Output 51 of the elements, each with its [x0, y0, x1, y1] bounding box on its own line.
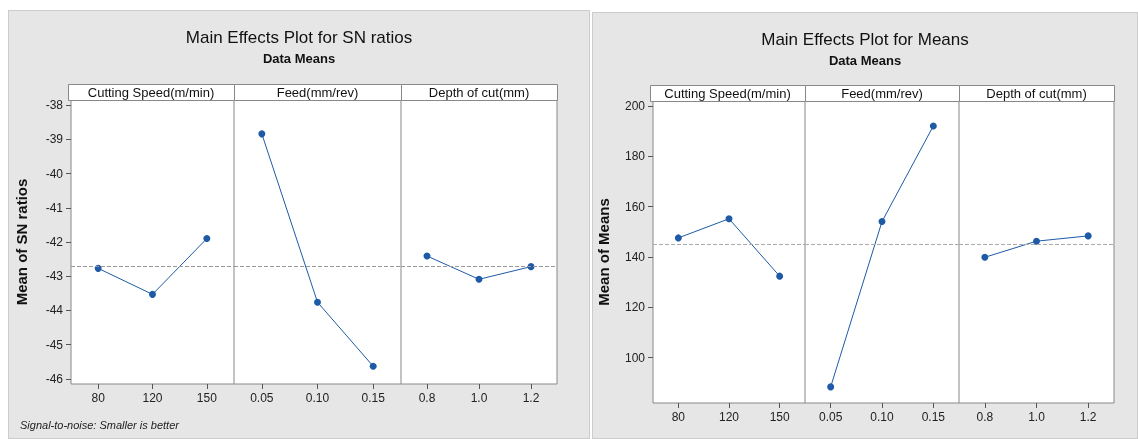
x-tick-label: 1.2 — [1079, 410, 1097, 424]
x-tick-label: 120 — [718, 410, 740, 424]
x-axis-title: Cutting Speed(m/min) — [87, 84, 215, 100]
x-tick-label: 80 — [91, 391, 106, 405]
x-tick-label: 0.8 — [976, 410, 994, 424]
x-tick-label: 0.15 — [361, 391, 386, 405]
x-tick-label: 0.10 — [870, 410, 894, 424]
x-tick-label: 0.05 — [250, 391, 274, 405]
y-tick-label: -40 — [45, 166, 64, 181]
y-axis-title: Mean of Means — [595, 198, 612, 306]
y-axis-title: Mean of SN ratios — [13, 178, 30, 306]
point — [776, 272, 784, 280]
text: Main Effects Plot for Means — [760, 30, 970, 50]
x-axis-title: Feed(mm/rev) — [276, 84, 359, 100]
x-tick-label: 80 — [671, 410, 686, 424]
x-tick-label: 0.10 — [305, 391, 330, 405]
y-tick-label: -45 — [45, 337, 64, 352]
y-tick-label: 140 — [624, 250, 646, 265]
y-tick-label: -43 — [45, 269, 64, 284]
x-axis-title: Depth of cut(mm) — [428, 84, 530, 100]
point — [203, 235, 211, 243]
x-tick-label: 150 — [769, 410, 790, 424]
y-tick-label: -44 — [45, 303, 64, 318]
x-tick-label: 120 — [142, 391, 163, 405]
x-axis-title: Depth of cut(mm) — [986, 85, 1087, 101]
y-tick-label: -39 — [45, 132, 64, 147]
chart-subtitle: Data Means — [827, 53, 903, 68]
chart-subtitle: Data Means — [261, 51, 337, 66]
point — [149, 290, 156, 298]
x-tick-label: 1.0 — [470, 391, 488, 405]
x-tick-label: 0.15 — [921, 410, 946, 424]
x-tick-label: 0.05 — [818, 410, 843, 424]
y-tick-label: -41 — [45, 200, 64, 215]
y-tick-label: 160 — [624, 199, 646, 214]
x-tick-label: 1.2 — [522, 391, 540, 405]
text: Main Effects Plot for SN ratios — [184, 28, 414, 48]
x-axis-title: Feed(mm/rev) — [841, 85, 923, 101]
y-tick-label: 180 — [624, 149, 646, 164]
y-tick-label: 200 — [624, 99, 646, 114]
y-tick-label: 100 — [624, 350, 646, 365]
x-axis-title: Cutting Speed(m/min) — [664, 85, 791, 101]
point — [674, 234, 682, 242]
y-tick-label: 120 — [624, 300, 646, 315]
text: Signal-to-noise: Smaller is better — [20, 419, 179, 431]
point — [725, 215, 733, 223]
y-tick-label: -42 — [45, 235, 64, 249]
y-tick-label: -46 — [45, 371, 64, 386]
x-tick-label: 150 — [196, 391, 218, 405]
x-tick-label: 1.0 — [1028, 410, 1046, 424]
y-tick-label: -38 — [45, 98, 64, 113]
x-tick-label: 0.8 — [418, 391, 436, 405]
